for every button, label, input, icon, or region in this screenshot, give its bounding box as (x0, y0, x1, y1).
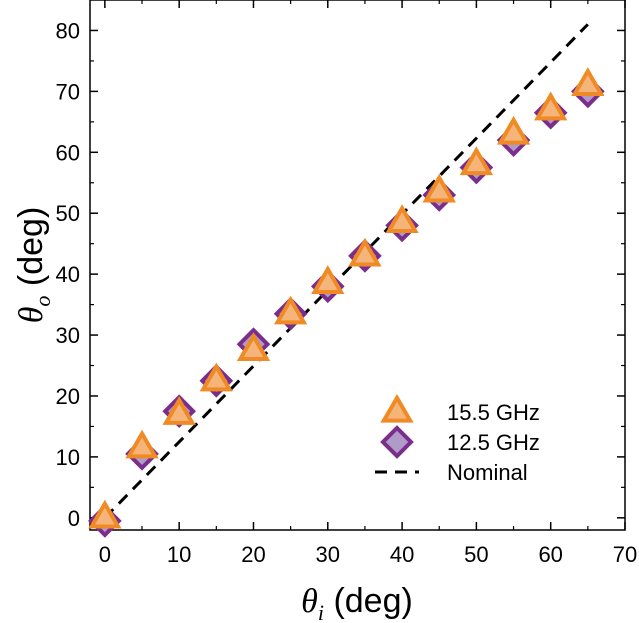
legend-marker-12-5-ghz (380, 425, 414, 459)
y-tick-label: 20 (56, 384, 80, 409)
point-15-5-ghz (571, 67, 605, 96)
x-tick-label: 10 (167, 542, 191, 567)
x-tick-label: 60 (538, 542, 562, 567)
y-tick-label: 30 (56, 323, 80, 348)
x-tick-label: 0 (99, 542, 111, 567)
legend-label: 15.5 GHz (447, 400, 540, 425)
axis-ticks: 0 10 20 30 40 50 60 70 0 10 20 30 40 50 60 70 80 (56, 0, 637, 567)
point-15-5-ghz (348, 237, 382, 267)
x-tick-label: 30 (316, 542, 340, 567)
legend-marker-15-5-ghz (380, 393, 414, 423)
x-tick-label: 70 (613, 542, 637, 567)
point-15-5-ghz (162, 396, 196, 425)
x-tick-label: 40 (390, 542, 414, 567)
legend: 15.5 GHz 12.5 GHz Nominal (375, 393, 540, 485)
point-15-5-ghz (273, 295, 308, 325)
y-tick-label: 80 (56, 18, 80, 43)
y-axis-label: θo (deg) (12, 207, 55, 324)
point-15-5-ghz (534, 91, 568, 121)
legend-label: Nominal (447, 460, 528, 485)
y-tick-label: 40 (56, 262, 80, 287)
y-tick-label: 70 (56, 79, 80, 104)
series-layer (88, 23, 605, 538)
point-15-5-ghz (385, 204, 419, 234)
y-tick-label: 50 (56, 201, 80, 226)
y-tick-label: 60 (56, 140, 80, 165)
plot-frame (89, 0, 626, 531)
point-15-5-ghz (422, 173, 456, 203)
point-15-5-ghz (459, 146, 494, 176)
x-tick-label: 20 (241, 542, 265, 567)
legend-label: 12.5 GHz (447, 430, 540, 455)
point-15-5-ghz (496, 115, 531, 145)
x-axis-label: θi (deg) (301, 582, 413, 623)
point-15-5-ghz (311, 265, 345, 294)
point-15-5-ghz (125, 429, 159, 459)
nominal-line (103, 23, 589, 519)
y-tick-label: 10 (56, 445, 80, 470)
y-tick-label: 0 (68, 506, 80, 531)
x-tick-label: 50 (464, 542, 488, 567)
point-15-5-ghz (88, 499, 122, 529)
point-15-5-ghz (199, 362, 233, 392)
point-15-5-ghz (236, 332, 271, 361)
